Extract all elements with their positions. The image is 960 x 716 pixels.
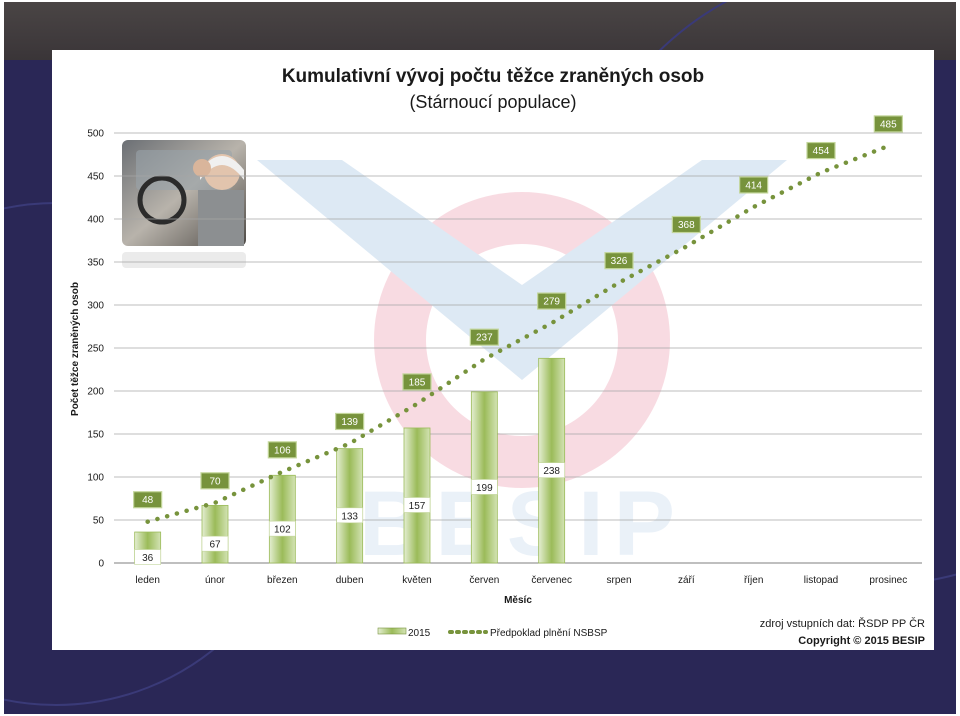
x-axis-label: Měsíc — [504, 595, 532, 606]
prediction-data-label: 485 — [880, 119, 897, 130]
prediction-series: 48 70 106 139 185 237 279 326 368 414 454 485 — [133, 115, 903, 524]
x-tick-label: únor — [205, 575, 226, 586]
prediction-data-label: 454 — [813, 146, 830, 157]
x-tick-label: červenec — [531, 575, 572, 586]
chart-slide: BESIP 0 50 100 150 200 250 300 350 400 450 500 led… — [52, 50, 934, 650]
y-tick-label: 450 — [87, 172, 104, 183]
bar-data-label: 133 — [341, 511, 358, 522]
prediction-data-label: 139 — [341, 417, 358, 428]
copyright: Copyright © 2015 BESIP — [798, 635, 925, 647]
bar-label-box — [471, 479, 498, 495]
legend-label-bars: 2015 — [408, 628, 431, 639]
bar-label-box — [538, 462, 565, 478]
y-tick-label: 500 — [87, 129, 104, 140]
prediction-label-box — [671, 215, 701, 234]
bar — [538, 357, 566, 564]
bar-data-label: 199 — [476, 483, 493, 494]
chart-title: Kumulativní vývoj počtu těžce zraněných … — [282, 66, 704, 87]
bar-label-box — [403, 497, 431, 513]
bar-data-label: 102 — [274, 525, 291, 536]
x-tick-label: srpen — [606, 575, 631, 586]
bar-label-box — [269, 520, 296, 537]
legend-label-line: Předpoklad plnění NSBSP — [490, 628, 608, 639]
prediction-label-box — [133, 491, 163, 509]
prediction-label-box — [604, 252, 634, 270]
prediction-label-box — [335, 412, 365, 431]
besip-watermark-logo: BESIP — [257, 160, 787, 575]
bar-series: 36 67 102 133 157 199 238 — [134, 357, 566, 565]
legend-swatch-bars — [377, 627, 407, 635]
bar — [268, 474, 296, 564]
chart: BESIP 0 50 100 150 200 250 300 350 400 450 500 led… — [70, 66, 925, 647]
bar-data-label: 67 — [209, 540, 221, 551]
slide-background: BESIP 0 50 100 150 200 250 300 350 400 450 500 led… — [4, 2, 956, 714]
y-tick-label: 100 — [87, 473, 104, 484]
y-axis-label: Počet těžce zraněných osob — [70, 282, 81, 416]
x-tick-label: květen — [402, 575, 431, 586]
chart-subtitle: (Stárnoucí populace) — [409, 92, 576, 112]
x-tick-label: září — [678, 575, 695, 586]
y-tick-label: 400 — [87, 215, 104, 226]
prediction-label-box — [267, 441, 297, 459]
source-note: zdroj vstupních dat: ŘSDP PP ČR — [760, 617, 925, 630]
bar-label-box — [201, 535, 229, 552]
prediction-data-label: 185 — [409, 377, 426, 388]
bar-label-box — [134, 549, 161, 565]
y-tick-label: 200 — [87, 387, 104, 398]
bar — [336, 448, 364, 564]
x-tick-label: duben — [336, 575, 364, 586]
prediction-label-box — [537, 292, 567, 310]
prediction-label-box — [402, 373, 432, 391]
prediction-data-label: 48 — [142, 495, 154, 506]
bar-data-label: 36 — [142, 553, 154, 564]
grid — [114, 132, 922, 564]
y-axis-ticks: 0 50 100 150 200 250 300 350 400 450 500 — [87, 129, 104, 570]
prediction-label-box — [469, 328, 499, 346]
x-tick-label: červen — [469, 575, 499, 586]
prediction-data-label: 106 — [274, 445, 291, 456]
y-tick-label: 350 — [87, 258, 104, 269]
y-tick-label: 250 — [87, 344, 104, 355]
prediction-data-label: 326 — [611, 256, 628, 267]
x-tick-label: listopad — [804, 575, 838, 586]
prediction-data-label: 414 — [745, 180, 762, 191]
prediction-line — [145, 143, 891, 524]
bar-data-label: 157 — [409, 501, 426, 512]
y-tick-label: 50 — [93, 516, 105, 527]
x-tick-label: říjen — [744, 575, 763, 586]
y-tick-label: 0 — [98, 559, 104, 570]
bar-data-label: 238 — [543, 466, 560, 477]
bar-label-box — [336, 507, 363, 524]
bar — [403, 427, 431, 564]
x-axis-ticks: leden únor březen duben květen červen červenec… — [135, 575, 907, 586]
x-tick-label: březen — [267, 575, 298, 586]
elderly-driver-photo — [122, 140, 246, 268]
y-tick-label: 300 — [87, 301, 104, 312]
x-tick-label: leden — [135, 575, 159, 586]
legend: 2015 Předpoklad plnění NSBSP — [377, 627, 608, 639]
y-tick-label: 150 — [87, 430, 104, 441]
prediction-data-label: 237 — [476, 333, 493, 344]
bar — [201, 504, 229, 564]
prediction-label-box — [200, 472, 230, 490]
prediction-data-label: 368 — [678, 220, 695, 231]
x-tick-label: prosinec — [869, 575, 907, 586]
prediction-label-box — [873, 115, 903, 133]
prediction-label-box — [739, 176, 769, 194]
bar — [470, 391, 498, 564]
prediction-label-box — [806, 141, 836, 160]
prediction-data-label: 70 — [209, 476, 221, 487]
prediction-data-label: 279 — [543, 297, 560, 308]
